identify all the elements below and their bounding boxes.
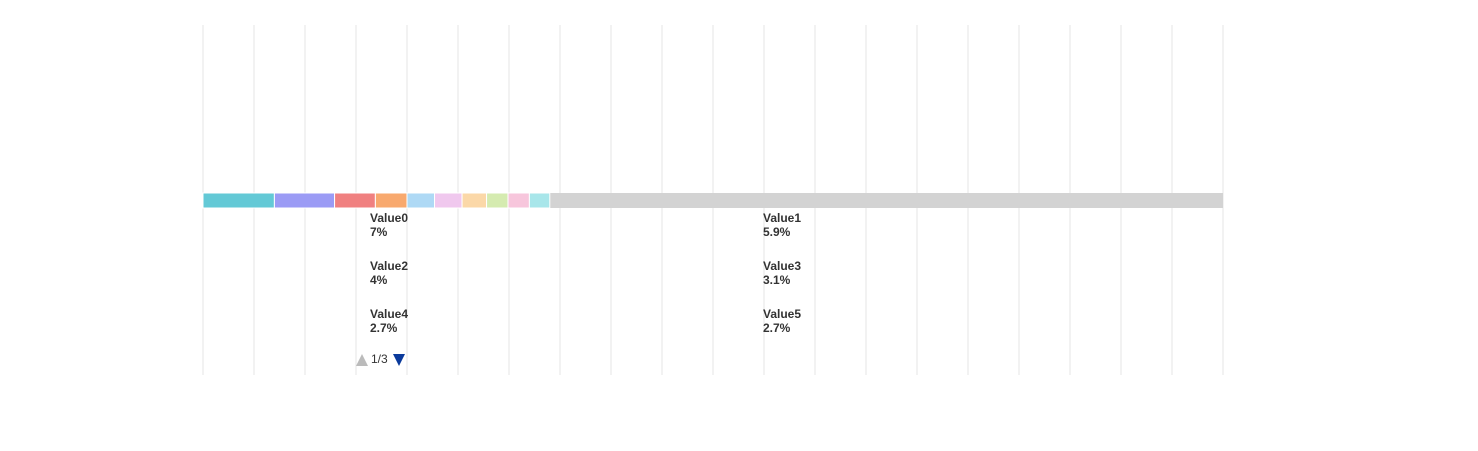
- bar-segment: [406, 192, 436, 209]
- legend-value: 2.7%: [763, 321, 791, 335]
- legend-label: Value4: [370, 307, 408, 321]
- legend-next[interactable]: [393, 354, 405, 366]
- bar-segment: [507, 192, 530, 209]
- legend-label: Value1: [763, 211, 801, 225]
- legend-value: 4%: [370, 273, 388, 287]
- legend-label: Value0: [370, 211, 408, 225]
- legend-label: Value3: [763, 259, 801, 273]
- legend-value: 2.7%: [370, 321, 398, 335]
- legend-value: 5.9%: [763, 225, 791, 239]
- bar-segment: [273, 192, 336, 209]
- legend-page: 1/3: [371, 352, 388, 366]
- bar-segment: [374, 192, 408, 209]
- legend-label: Value2: [370, 259, 408, 273]
- legend-label: Value5: [763, 307, 801, 321]
- bar-segment: [434, 192, 463, 209]
- bar-segment: [486, 192, 509, 209]
- bar-segment: [528, 192, 551, 209]
- legend-prev[interactable]: [356, 354, 368, 366]
- bar-segment: [461, 192, 488, 209]
- bar-segment: [334, 192, 376, 209]
- legend-value: 3.1%: [763, 273, 791, 287]
- bar-segment: [202, 192, 275, 209]
- legend-value: 7%: [370, 225, 388, 239]
